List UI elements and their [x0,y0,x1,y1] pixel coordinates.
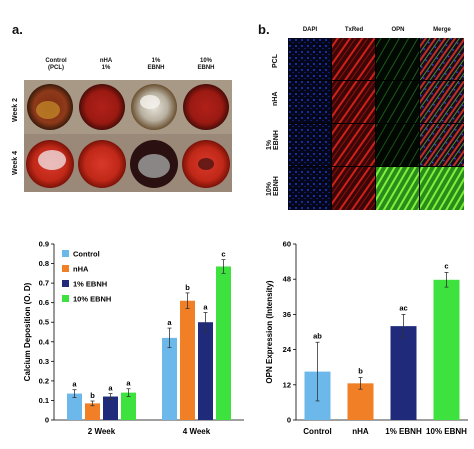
legend-swatch [62,280,69,287]
panel-a-label: a. [12,22,23,37]
y-axis-title: OPN Expression (Intensity) [265,280,274,383]
significance-letter: ac [399,303,407,312]
bar-1-ebnh-2-week [103,396,118,420]
bar-1-ebnh-4-week [198,322,213,420]
y-tick-label: 36 [283,310,291,319]
panel-b-fluorescence-grid [288,38,464,210]
x-tick-label: nHA [352,427,369,436]
merge-column [420,38,464,210]
y-tick-label: 48 [283,275,291,284]
significance-letter: c [444,261,448,270]
col-header-txred: TxRed [344,27,364,33]
significance-letter: b [90,391,95,400]
row-label-pcl: PCL [272,54,279,68]
y-tick-label: 0.9 [39,240,49,249]
dapi-column [288,38,331,210]
bar-10-ebnh-2-week [121,392,136,420]
y-tick-label: 0.1 [39,396,49,405]
dish-week4-10-ebnh [182,140,230,188]
legend-label: 1% EBNH [73,280,107,289]
legend-label: 10% EBNH [73,295,111,304]
y-tick-label: 0.2 [39,376,49,385]
y-tick-label: 0 [287,416,291,425]
col-header-dapi: DAPI [302,27,318,33]
y-axis-title: Calcium Deposition (O. D) [23,282,32,381]
bar-nha-4-week [180,300,195,420]
dish-week4-1-ebnh [130,140,178,188]
x-tick-label: 1% EBNH [385,427,422,436]
significance-letter: a [167,318,172,327]
bar-1-ebnh [390,326,417,420]
txred-column [332,38,375,210]
y-tick-label: 0 [45,416,49,425]
significance-letter: ab [313,331,322,340]
dish-week2-1-ebnh [131,84,177,130]
legend-swatch [62,295,69,302]
row-label-1-ebnh: 1% EBNH [266,130,280,150]
significance-letter: c [221,250,225,259]
bar-nha-2-week [85,403,100,420]
y-tick-label: 0.4 [39,337,50,346]
significance-letter: a [126,379,131,388]
bar-10-ebnh [433,279,460,420]
panel-a-photo-grid [24,80,232,192]
bar-control-2-week [67,393,82,420]
y-tick-label: 0.7 [39,279,49,288]
x-tick-label: 2 Week [88,427,116,436]
panel-b-column-headers: DAPI TxRed OPN Merge [288,27,464,37]
col-header-nha: nHA 1% [99,58,113,71]
dish-week2-nha [79,84,125,130]
col-header-opn: OPN [391,27,405,33]
significance-letter: a [108,384,113,393]
dish-week2-10-ebnh [183,84,229,130]
y-tick-label: 24 [283,345,292,354]
bar-10-ebnh-4-week [216,266,231,420]
row-label-week4: Week 4 [12,151,19,175]
row-label-10-ebnh: 10% EBNH [266,176,280,196]
opn-column [376,38,419,210]
legend-swatch [62,265,69,272]
x-tick-label: 10% EBNH [426,427,467,436]
y-tick-label: 0.5 [39,318,49,327]
col-header-1-ebnh: 1% EBNH [147,58,165,71]
dish-week2-control [27,84,73,130]
legend-label: nHA [73,265,89,274]
calcium-deposition-chart: 0 0.1 0.2 0.3 0.4 0.5 0.6 0.7 0.8 0.9 Calcium Depo… [23,240,244,436]
col-header-control: Control (PCL) [45,58,67,71]
x-tick-label: 4 Week [183,427,211,436]
panel-b-label: b. [258,22,270,37]
y-tick-label: 0.6 [39,298,49,307]
col-header-10-ebnh: 10% EBNH [197,58,215,71]
legend-label: Control [73,250,100,259]
dish-week4-control [26,140,74,188]
significance-letter: a [72,380,77,389]
row-label-nha: nHA [272,91,279,106]
y-tick-label: 12 [283,380,291,389]
x-tick-label: Control [303,427,331,436]
bar-control-4-week [162,337,177,420]
significance-letter: b [185,283,190,292]
col-header-merge: Merge [433,27,451,33]
legend-swatch [62,250,69,257]
significance-letter: b [358,366,363,375]
y-tick-label: 0.8 [39,259,49,268]
panel-a-column-headers: Control (PCL) nHA 1% 1% EBNH 10% EBNH [32,58,232,78]
opn-expression-chart: 0 12 24 36 48 60 OPN Expression (Intensity) ab C… [265,240,468,436]
y-tick-label: 0.3 [39,357,49,366]
dish-week4-nha [78,140,126,188]
significance-letter: a [203,302,208,311]
y-tick-label: 60 [283,240,291,249]
row-label-week2: Week 2 [12,98,19,122]
